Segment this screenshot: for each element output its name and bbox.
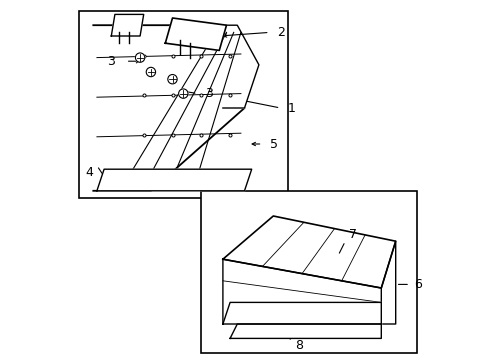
Text: 5: 5 bbox=[269, 138, 277, 150]
Bar bbox=[79, 11, 287, 198]
Text: 2: 2 bbox=[276, 26, 284, 39]
Text: 6: 6 bbox=[413, 278, 421, 291]
Polygon shape bbox=[223, 25, 258, 108]
Polygon shape bbox=[223, 259, 381, 324]
Circle shape bbox=[146, 67, 155, 77]
Circle shape bbox=[178, 89, 187, 98]
Polygon shape bbox=[93, 25, 244, 191]
Text: 3: 3 bbox=[107, 55, 115, 68]
Polygon shape bbox=[165, 18, 226, 50]
Polygon shape bbox=[97, 169, 251, 191]
Polygon shape bbox=[381, 241, 395, 324]
Circle shape bbox=[167, 75, 177, 84]
Text: 4: 4 bbox=[85, 166, 93, 179]
Text: 1: 1 bbox=[287, 102, 295, 114]
Polygon shape bbox=[223, 302, 381, 324]
Polygon shape bbox=[111, 14, 143, 36]
Polygon shape bbox=[223, 216, 395, 288]
Circle shape bbox=[135, 53, 144, 62]
Bar bbox=[201, 191, 416, 353]
Text: 3: 3 bbox=[204, 87, 212, 100]
Text: 7: 7 bbox=[348, 228, 356, 240]
Polygon shape bbox=[230, 324, 381, 338]
Text: 8: 8 bbox=[294, 339, 302, 352]
